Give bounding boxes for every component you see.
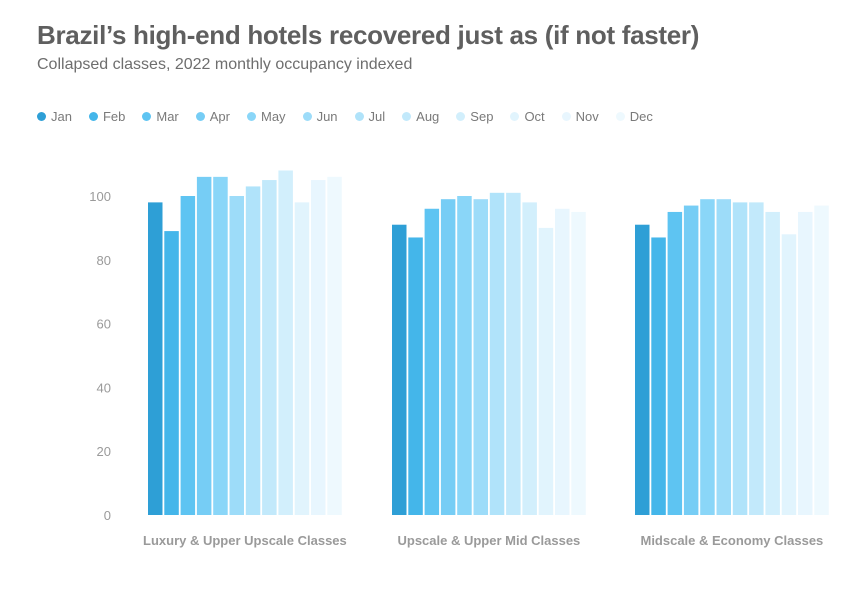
bar-mar bbox=[180, 196, 196, 515]
bar-nov bbox=[555, 208, 570, 515]
y-tick-label: 100 bbox=[89, 189, 111, 204]
bar-mar bbox=[667, 211, 683, 515]
bar-may bbox=[457, 196, 472, 515]
y-tick-label: 0 bbox=[104, 508, 111, 523]
legend-swatch bbox=[37, 112, 46, 121]
bar-jun bbox=[229, 196, 244, 515]
legend-item-nov: Nov bbox=[561, 109, 599, 124]
legend-swatch bbox=[615, 112, 625, 121]
bar-feb bbox=[651, 237, 666, 515]
bar-sep bbox=[522, 202, 537, 515]
legend-label: Mar bbox=[156, 109, 179, 124]
bar-sep bbox=[278, 170, 293, 516]
legend-label: Dec bbox=[629, 109, 653, 124]
legend-swatch bbox=[302, 112, 312, 121]
bar-may bbox=[213, 176, 228, 516]
legend-label: Sep bbox=[470, 109, 494, 124]
chart-subtitle: Collapsed classes, 2022 monthly occupanc… bbox=[37, 56, 413, 73]
bar-sep bbox=[765, 211, 780, 515]
y-tick-label: 40 bbox=[97, 380, 111, 395]
legend-item-jun: Jun bbox=[302, 109, 338, 124]
legend-item-apr: Apr bbox=[195, 109, 230, 124]
legend-label: Oct bbox=[524, 109, 545, 124]
bar-nov bbox=[798, 211, 813, 515]
bar-jun bbox=[473, 199, 488, 515]
legend-label: May bbox=[261, 109, 286, 124]
bar-dec bbox=[571, 211, 586, 515]
bar-jul bbox=[489, 192, 505, 515]
bar-jan bbox=[148, 202, 163, 515]
legend-item-may: May bbox=[247, 109, 286, 124]
legend-label: Aug bbox=[416, 109, 440, 124]
legend-item-sep: Sep bbox=[456, 109, 493, 124]
y-tick-label: 80 bbox=[97, 253, 111, 268]
bar-oct bbox=[781, 234, 797, 515]
bar-jan bbox=[392, 224, 407, 515]
legend-swatch bbox=[561, 112, 571, 121]
bar-may bbox=[700, 199, 715, 515]
bar-jul bbox=[245, 186, 261, 515]
legend-swatch bbox=[195, 112, 205, 121]
legend-item-jul: Jul bbox=[354, 109, 386, 124]
chart-title: Brazil’s high-end hotels recovered just … bbox=[37, 20, 700, 50]
bar-mar bbox=[424, 208, 440, 515]
legend-label: Jan bbox=[51, 109, 72, 124]
bar-aug bbox=[749, 202, 764, 515]
legend-item-aug: Aug bbox=[402, 109, 439, 124]
bar-jan bbox=[635, 224, 650, 515]
legend-swatch bbox=[354, 112, 364, 121]
legend-label: Apr bbox=[209, 109, 230, 124]
bar-oct bbox=[538, 227, 554, 515]
bar-dec bbox=[327, 176, 342, 516]
bar-aug bbox=[262, 180, 277, 516]
legend-label: Jun bbox=[316, 109, 338, 124]
y-tick-label: 20 bbox=[97, 444, 111, 459]
bar-nov bbox=[311, 180, 326, 516]
bar-jun bbox=[716, 199, 731, 515]
bar-dec bbox=[814, 205, 829, 515]
legend-swatch bbox=[456, 112, 466, 121]
legend-item-dec: Dec bbox=[615, 109, 653, 124]
legend-item-feb: Feb bbox=[88, 109, 126, 124]
bar-oct bbox=[294, 202, 310, 515]
bar-apr bbox=[196, 176, 212, 516]
x-category-label: Upscale & Upper Mid Classes bbox=[398, 533, 581, 548]
bar-apr bbox=[440, 199, 456, 515]
legend-item-mar: Mar bbox=[142, 109, 179, 124]
bar-apr bbox=[683, 205, 699, 515]
legend-swatch bbox=[247, 112, 256, 121]
bar-feb bbox=[408, 237, 423, 515]
legend-label: Nov bbox=[575, 109, 599, 124]
bar-feb bbox=[164, 231, 179, 515]
legend-item-oct: Oct bbox=[510, 109, 545, 124]
legend-swatch bbox=[88, 112, 98, 121]
legend-swatch bbox=[142, 112, 152, 121]
x-category-label: Midscale & Economy Classes bbox=[640, 533, 823, 548]
y-tick-label: 60 bbox=[97, 317, 111, 332]
bar-jul bbox=[732, 202, 748, 515]
bar-aug bbox=[506, 192, 521, 515]
legend-swatch bbox=[402, 112, 412, 121]
legend: Jan Feb Mar Apr May Jun Jul Aug Sep Oct Nov Dec bbox=[37, 109, 670, 124]
x-category-label: Luxury & Upper Upscale Classes bbox=[143, 533, 347, 548]
legend-item-jan: Jan bbox=[37, 109, 72, 124]
legend-label: Jul bbox=[368, 109, 386, 124]
legend-swatch bbox=[510, 112, 520, 121]
legend-label: Feb bbox=[102, 109, 126, 124]
